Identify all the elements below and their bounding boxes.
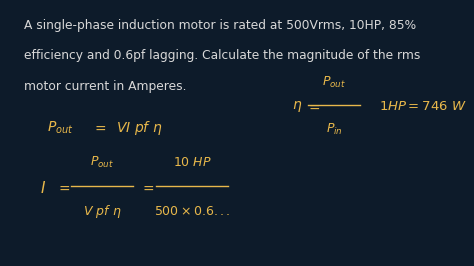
Text: $\eta$: $\eta$: [292, 99, 302, 114]
Text: $VI\ pf\ \eta$: $VI\ pf\ \eta$: [116, 119, 163, 137]
Text: $P_{in}$: $P_{in}$: [326, 122, 343, 136]
Text: $I$: $I$: [40, 180, 46, 196]
Text: $V\ pf\ \eta$: $V\ pf\ \eta$: [82, 203, 121, 220]
Text: $P_{out}$: $P_{out}$: [90, 155, 114, 170]
Text: $=$: $=$: [92, 121, 107, 135]
Text: $P_{out}$: $P_{out}$: [47, 119, 74, 136]
Text: $500 \times 0.6...$: $500 \times 0.6...$: [154, 205, 230, 218]
Text: motor current in Amperes.: motor current in Amperes.: [24, 80, 186, 93]
Text: $1HP = 746\ W$: $1HP = 746\ W$: [379, 100, 467, 113]
Text: $=$: $=$: [140, 181, 155, 194]
Text: $=$: $=$: [306, 99, 320, 113]
Text: A single-phase induction motor is rated at 500Vrms, 10HP, 85%: A single-phase induction motor is rated …: [24, 19, 416, 32]
Text: $P_{out}$: $P_{out}$: [322, 75, 346, 90]
Text: $10\ HP$: $10\ HP$: [173, 156, 211, 169]
Text: efficiency and 0.6pf lagging. Calculate the magnitude of the rms: efficiency and 0.6pf lagging. Calculate …: [24, 49, 420, 62]
Text: $=$: $=$: [56, 181, 71, 194]
